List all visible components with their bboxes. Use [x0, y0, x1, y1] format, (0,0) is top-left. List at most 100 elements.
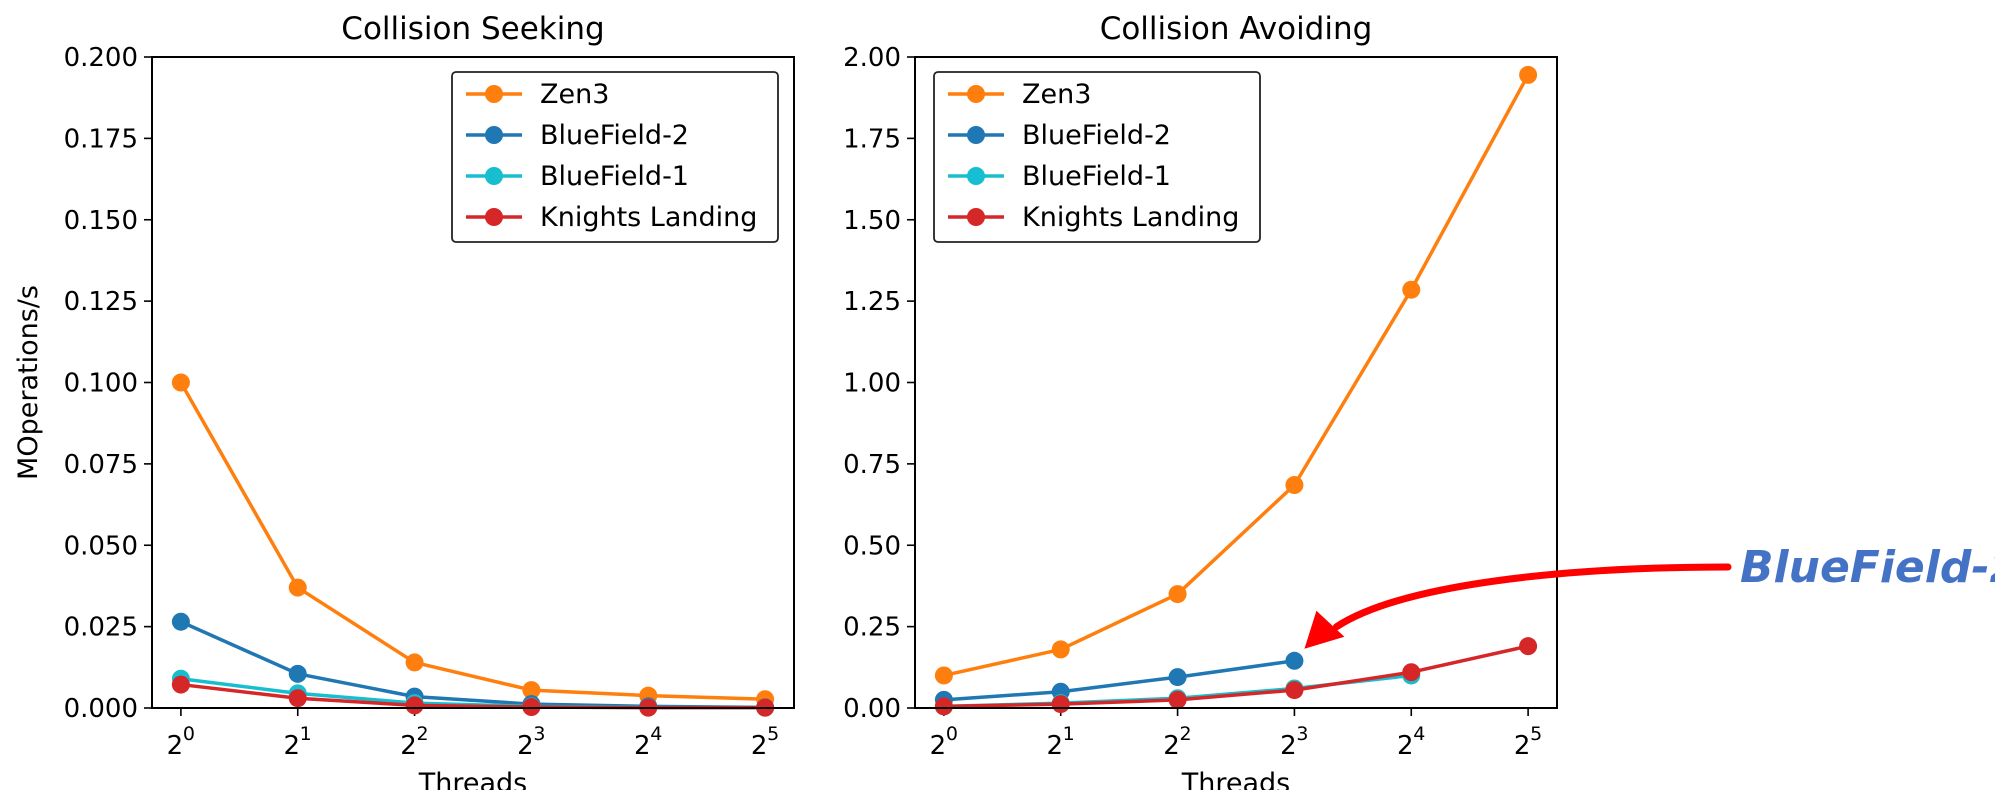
data-point	[522, 681, 541, 700]
annotation-arrow	[1332, 563, 1732, 631]
legend-box	[933, 71, 1261, 243]
x-tick-base: 2	[167, 731, 184, 761]
y-tick-label: 0.125	[64, 287, 138, 317]
legend-label: Knights Landing	[1022, 202, 1239, 233]
y-tick-label: 0.75	[843, 450, 901, 480]
legend-item: Knights Landing	[948, 202, 1239, 233]
legend-marker	[967, 126, 985, 144]
legend: Zen3 BlueField-2 BlueField-1 Knights Landin…	[451, 71, 779, 243]
legend-label: BlueField-1	[1022, 161, 1171, 192]
y-axis-label: MOperations/s	[13, 285, 44, 480]
annotation-arrowhead	[1304, 610, 1345, 649]
legend-marker	[485, 208, 503, 226]
x-tick-exponent: 2	[417, 723, 429, 745]
data-point	[171, 612, 190, 631]
data-point	[1519, 637, 1538, 656]
y-tick-label: 0.150	[64, 206, 138, 236]
x-tick-exponent: 3	[1296, 723, 1308, 745]
x-tick-base: 2	[1163, 731, 1180, 761]
legend-marker	[967, 167, 985, 185]
x-tick-base: 2	[1046, 731, 1063, 761]
series-line	[943, 659, 1295, 702]
legend-marker	[485, 167, 503, 185]
y-tick-label: 0.50	[843, 531, 901, 561]
data-point	[1285, 681, 1304, 700]
y-tick-label: 0.050	[64, 531, 138, 561]
legend-item: BlueField-2	[948, 120, 1171, 151]
data-point	[934, 666, 953, 685]
y-tick-label: 0.075	[64, 450, 138, 480]
data-point	[1519, 65, 1538, 84]
x-tick-base: 2	[1397, 731, 1414, 761]
x-tick-base: 2	[634, 731, 651, 761]
data-point	[1051, 695, 1070, 714]
x-axis-label: Threads	[1181, 768, 1290, 790]
data-point	[288, 578, 307, 597]
data-point	[1285, 476, 1304, 495]
annotation-label: BlueField-2	[1740, 542, 1995, 593]
legend-label: Zen3	[1022, 79, 1091, 110]
x-tick-exponent: 0	[183, 723, 195, 745]
y-tick-label: 1.25	[843, 287, 901, 317]
x-axis-label: Threads	[418, 768, 527, 790]
x-tick-exponent: 5	[1530, 723, 1542, 745]
chart-title: Collision Seeking	[341, 11, 604, 47]
y-tick-label: 2.00	[843, 43, 901, 73]
x-tick-base: 2	[1280, 731, 1297, 761]
legend-item: Zen3	[466, 79, 609, 110]
y-tick-label: 0.100	[64, 369, 138, 399]
x-tick-base: 2	[930, 731, 947, 761]
legend-label: BlueField-2	[1022, 120, 1171, 151]
x-tick-base: 2	[283, 731, 300, 761]
series-zen3	[934, 65, 1538, 685]
series-line	[943, 74, 1530, 678]
y-tick-label: 0.25	[843, 613, 901, 643]
x-tick-exponent: 4	[650, 723, 662, 745]
series-line	[179, 381, 766, 701]
x-tick-exponent: 4	[1413, 723, 1425, 745]
x-tick-base: 2	[517, 731, 534, 761]
legend-item: Knights Landing	[466, 202, 757, 233]
series-bluefield-2	[171, 612, 775, 717]
y-tick-label: 0.000	[64, 694, 138, 724]
data-point	[1402, 280, 1421, 299]
data-point	[405, 653, 424, 672]
y-tick-label: 1.75	[843, 124, 901, 154]
legend-label: BlueField-1	[540, 161, 689, 192]
data-point	[288, 664, 307, 683]
y-tick-label: 0.175	[64, 124, 138, 154]
chart-title: Collision Avoiding	[1100, 11, 1373, 47]
legend-marker	[967, 208, 985, 226]
y-tick-label: 0.025	[64, 613, 138, 643]
data-point	[1168, 585, 1187, 604]
y-tick-label: 0.200	[64, 43, 138, 73]
annotation: BlueField-2	[1304, 542, 1995, 649]
data-point	[405, 696, 424, 715]
data-point	[171, 373, 190, 392]
x-tick-exponent: 0	[946, 723, 958, 745]
legend-marker	[485, 85, 503, 103]
y-tick-label: 1.00	[843, 369, 901, 399]
x-tick-base: 2	[751, 731, 768, 761]
data-point	[1285, 651, 1304, 670]
x-tick-exponent: 3	[533, 723, 545, 745]
legend-marker	[967, 85, 985, 103]
data-point	[171, 675, 190, 694]
x-tick-exponent: 5	[767, 723, 779, 745]
legend-label: BlueField-2	[540, 120, 689, 151]
x-tick-exponent: 1	[1063, 723, 1075, 745]
legend-item: BlueField-1	[948, 161, 1171, 192]
legend-box	[451, 71, 779, 243]
data-point	[1168, 690, 1187, 709]
